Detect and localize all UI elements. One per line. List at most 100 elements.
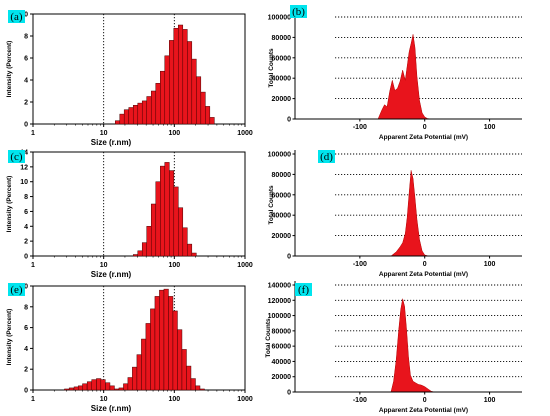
y-tick-label: 4 <box>24 224 28 231</box>
bar <box>177 329 183 391</box>
x-axis-label: Apparent Zeta Potential (mV) <box>379 407 468 414</box>
area-series <box>377 34 432 120</box>
bar <box>137 102 143 125</box>
bar <box>132 105 138 125</box>
x-tick-label: 1 <box>31 130 35 137</box>
x-tick-label: 1000 <box>237 396 253 403</box>
bar <box>196 76 202 125</box>
bar <box>96 378 102 391</box>
bar <box>141 242 147 257</box>
x-tick-label: 0 <box>423 124 427 131</box>
panel-b: -100 0 100 0 20000 40000 60000 80000 100000 Appar… <box>268 5 522 141</box>
bar <box>105 382 111 391</box>
bar <box>160 165 166 257</box>
bar <box>163 288 169 391</box>
bar <box>64 388 70 391</box>
y-tick-label: 40000 <box>272 359 292 366</box>
x-axis-label: Size (r.nm) <box>91 404 132 413</box>
x-tick-label: 0 <box>423 261 427 268</box>
bar <box>119 113 125 125</box>
y-tick-label: 60000 <box>272 192 292 199</box>
bar <box>150 308 156 391</box>
bar <box>164 162 170 257</box>
y-tick-label: 10 <box>20 179 28 186</box>
bar <box>155 83 161 125</box>
y-tick-label: 2 <box>24 100 28 107</box>
bar <box>73 386 79 391</box>
y-axis-label: Total Counts <box>268 48 275 88</box>
bar <box>164 55 170 125</box>
bar <box>123 109 129 125</box>
y-tick-label: 8 <box>24 304 28 311</box>
y-tick-label: 0 <box>24 122 28 129</box>
panel-label: (b) <box>290 5 307 18</box>
y-tick-label: 6 <box>24 56 28 63</box>
panel-label-background <box>8 150 25 163</box>
y-axis-label: Total Counts <box>265 318 272 358</box>
y-tick-label: 40000 <box>272 76 292 83</box>
x-tick-label: -100 <box>353 124 367 131</box>
area-series <box>390 298 435 393</box>
area-series <box>390 170 429 257</box>
bar <box>178 207 184 257</box>
bar <box>169 40 175 125</box>
panel-label: (e) <box>8 283 25 296</box>
bar <box>141 338 147 391</box>
bar <box>191 58 197 125</box>
panel-label: (d) <box>318 150 335 163</box>
y-tick-label: 60000 <box>272 344 292 351</box>
x-tick-label: 10 <box>100 130 108 137</box>
y-tick-label: 80000 <box>272 172 292 179</box>
y-tick-label: 80000 <box>272 328 292 335</box>
x-tick-label: 100 <box>484 124 496 131</box>
x-tick-label: 100 <box>168 130 180 137</box>
x-tick-label: 1 <box>31 396 35 403</box>
panel-label-text: (b) <box>292 6 305 18</box>
panel-label-text: (e) <box>10 284 23 296</box>
bar <box>91 379 97 391</box>
panel-label-background <box>318 150 335 163</box>
y-tick-label: 20000 <box>272 96 292 103</box>
bar <box>155 181 161 257</box>
x-tick-label: 10 <box>100 262 108 269</box>
y-axis-label: Intensity (Percent) <box>6 309 13 366</box>
bar <box>154 296 160 391</box>
bar <box>146 226 152 257</box>
bar <box>182 29 188 125</box>
y-tick-label: 4 <box>24 346 28 353</box>
x-tick-label: 10 <box>100 396 108 403</box>
y-tick-label: 8 <box>24 34 28 41</box>
panel-label-text: (a) <box>10 11 23 23</box>
y-tick-label: 100000 <box>268 313 291 320</box>
y-axis-label: Intensity (Percent) <box>6 176 13 233</box>
x-tick-label: 1 <box>31 262 35 269</box>
y-tick-label: 0 <box>24 388 28 395</box>
panel-label-text: (f) <box>298 284 309 296</box>
panel-label: (a) <box>8 10 25 23</box>
panel-label: (c) <box>8 150 25 163</box>
panel-e: 11010010000246810Size (r.nm)Intensity (P… <box>6 283 253 413</box>
bar <box>178 24 184 125</box>
bar <box>187 243 193 257</box>
y-tick-label: 2 <box>24 239 28 246</box>
bar <box>173 28 179 125</box>
x-tick-label: -100 <box>353 261 367 268</box>
bar <box>114 388 120 391</box>
x-tick-label: 100 <box>168 262 180 269</box>
y-tick-label: 0 <box>24 254 28 261</box>
panel-label-background <box>8 10 25 23</box>
bar <box>141 100 147 125</box>
bar <box>186 365 192 391</box>
bar <box>150 90 156 125</box>
panel-d: -100 0 100 0 20000 40000 60000 80000 100000 Appar… <box>268 150 522 278</box>
bar <box>68 387 74 391</box>
bar <box>190 378 196 391</box>
panel-label-text: (d) <box>320 151 333 163</box>
y-tick-label: 4 <box>24 78 28 85</box>
bar <box>132 366 138 391</box>
bar <box>109 385 115 391</box>
bar <box>191 252 197 257</box>
y-tick-label: 100000 <box>268 15 291 22</box>
x-tick-label: 100 <box>484 397 496 404</box>
